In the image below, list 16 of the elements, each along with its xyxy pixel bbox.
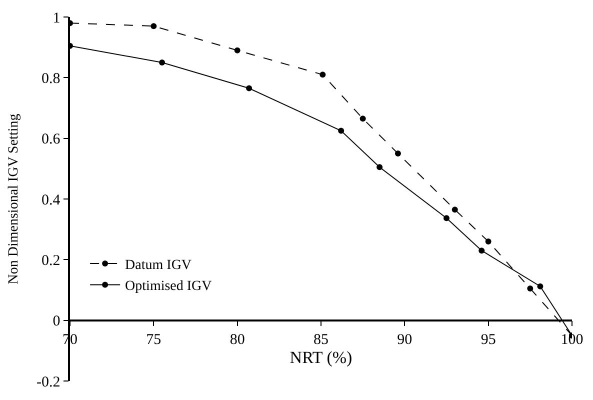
x-tick-label: 90 (397, 332, 412, 348)
y-tick-label: 0.6 (42, 132, 61, 148)
y-tick-label: -0.2 (36, 374, 60, 390)
x-tick-label: 85 (314, 332, 328, 348)
x-tick-label: 75 (146, 332, 162, 348)
x-tick-label: 95 (480, 332, 496, 348)
y-tick-label: 1 (52, 10, 60, 26)
legend-label: Datum IGV (125, 258, 192, 273)
y-axis-title: Non Dimensional IGV Setting (6, 114, 22, 284)
y-tick-label: 0.2 (42, 252, 60, 269)
x-tick-label: 80 (230, 332, 245, 348)
y-tick-label: 0.8 (42, 70, 60, 87)
y-tick-label: 0.4 (42, 192, 61, 208)
y-tick-label: 0 (52, 314, 60, 330)
x-axis-title: NRT (%) (290, 348, 352, 368)
legend-label: Optimised IGV (125, 279, 212, 294)
